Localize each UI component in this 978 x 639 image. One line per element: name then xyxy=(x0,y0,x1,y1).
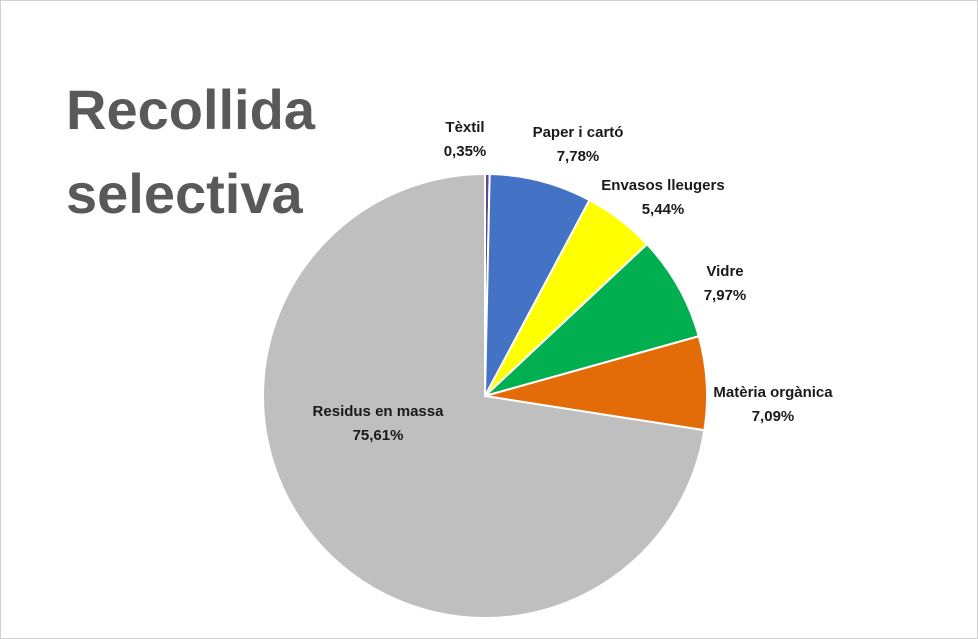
slice-value-label: 7,09% xyxy=(752,408,795,425)
slice-value-label: 5,44% xyxy=(642,201,685,218)
pie-slice xyxy=(262,172,706,619)
slice-label: Matèria orgànica xyxy=(713,384,833,401)
slice-label: Tèxtil xyxy=(445,119,484,136)
slice-value-label: 0,35% xyxy=(444,143,487,160)
slice-value-label: 7,97% xyxy=(704,287,747,304)
pie-slice xyxy=(484,173,591,397)
slice-value-label: 7,78% xyxy=(557,148,600,165)
slice-label: Envasos lleugers xyxy=(601,177,724,194)
slice-label: Paper i cartó xyxy=(533,124,624,141)
slice-label: Vidre xyxy=(706,263,743,280)
slice-label: Residus en massa xyxy=(313,403,445,420)
slice-value-label: 75,61% xyxy=(353,427,404,444)
pie-slice xyxy=(484,242,701,397)
chart-title: Recollida selectiva xyxy=(66,78,315,225)
